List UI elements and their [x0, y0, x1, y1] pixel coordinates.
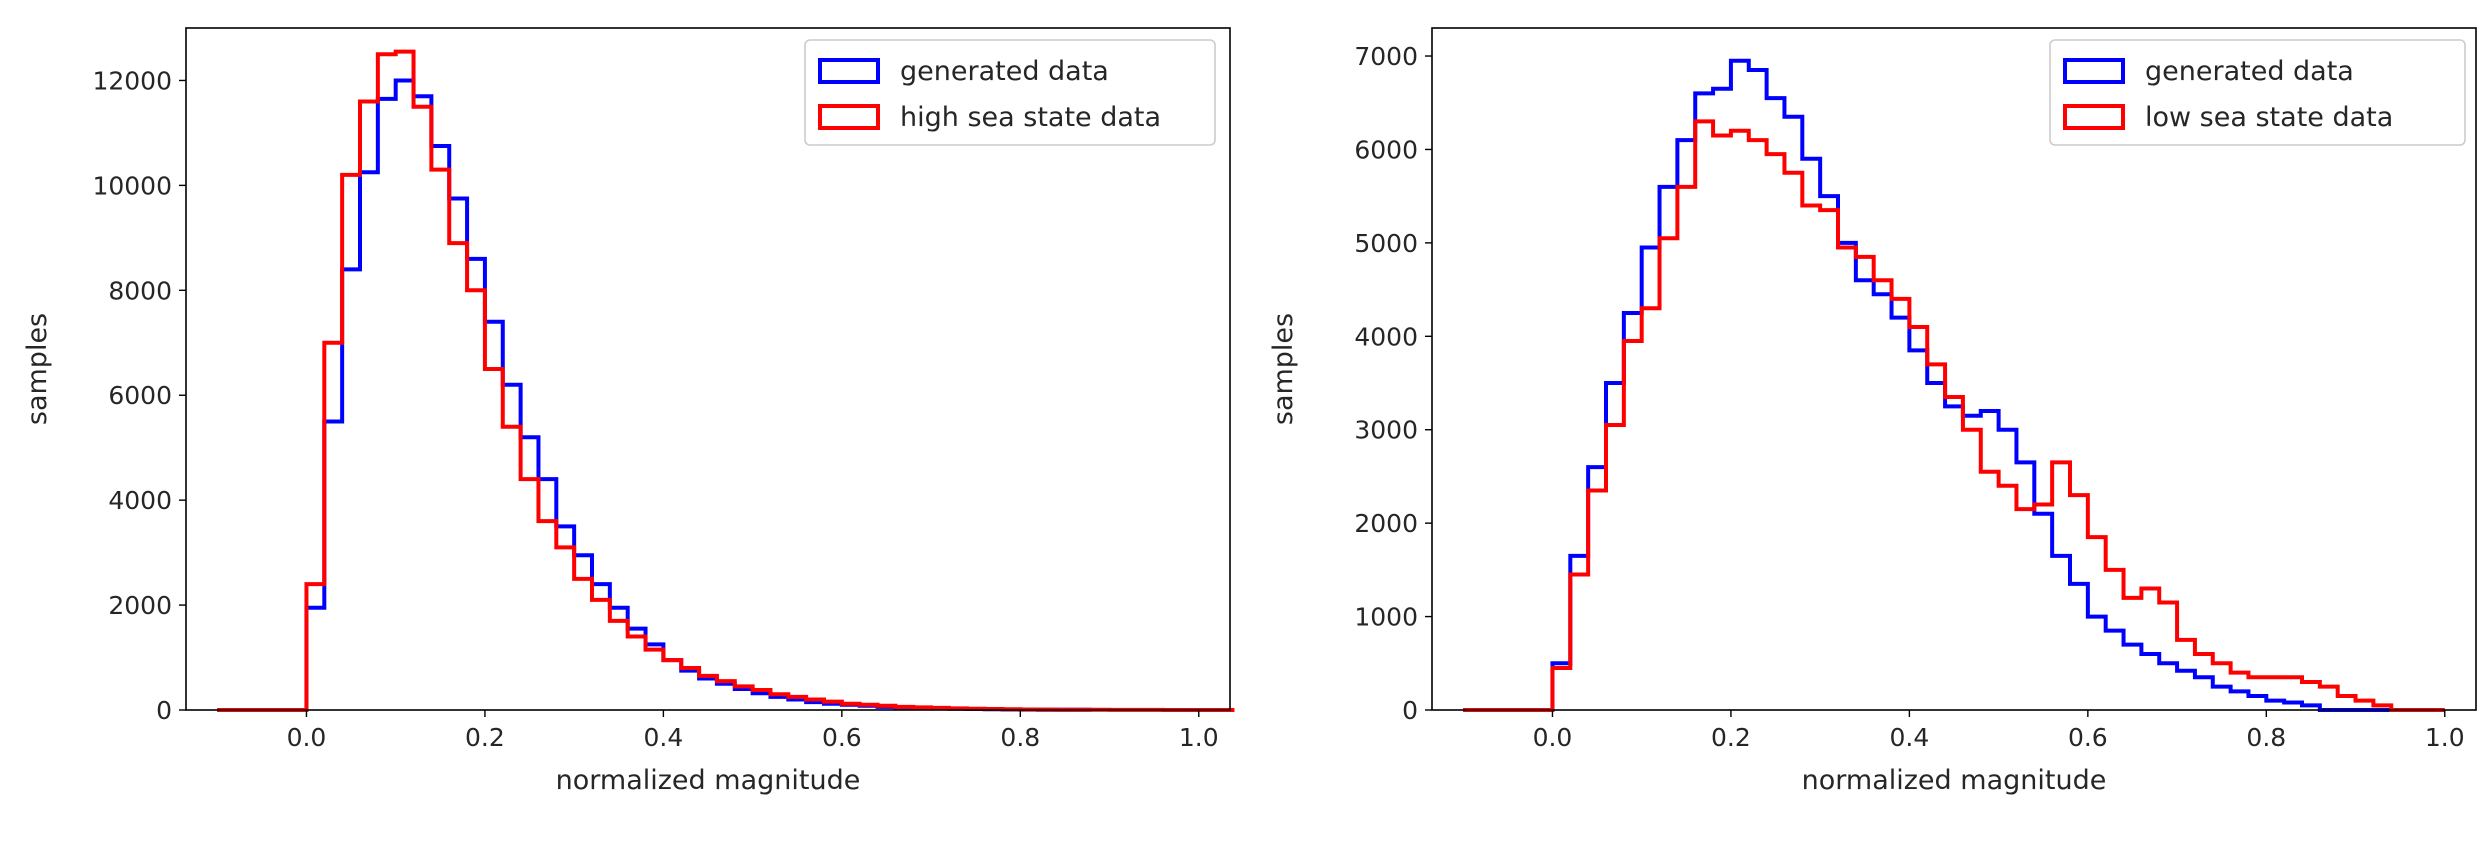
x-tick-label: 0.4	[1890, 723, 1930, 752]
y-tick-label: 0	[156, 696, 172, 725]
x-tick-label: 0.8	[2246, 723, 2286, 752]
y-tick-label: 3000	[1354, 416, 1418, 445]
legend-label-1: generated data	[900, 56, 1109, 87]
y-tick-label: 1000	[1354, 603, 1418, 632]
y-tick-label: 8000	[108, 276, 172, 305]
legend: generated data low sea state data	[2049, 39, 2466, 146]
legend-box	[2049, 39, 2466, 146]
x-axis-label: normalized magnitude	[1802, 765, 2107, 796]
y-tick-label: 5000	[1354, 229, 1418, 258]
series-line-2	[1463, 119, 2445, 712]
legend-swatch-2	[818, 104, 880, 130]
legend-swatch-1	[2063, 58, 2125, 84]
y-tick-label: 4000	[108, 486, 172, 515]
x-tick-label: 0.2	[465, 723, 505, 752]
legend: generated data high sea state data	[804, 39, 1216, 146]
y-tick-label: 0	[1402, 696, 1418, 725]
y-axis-label: samples	[1268, 313, 1299, 425]
chart-panel-2: 0.0 0.2 0.4 0.6 0.8 1.0 0 1000 2000 3000 4000 5000 6…	[1268, 27, 2477, 796]
x-tick-label: 0.0	[1533, 723, 1573, 752]
y-tick-label: 2000	[1354, 509, 1418, 538]
x-axis-label: normalized magnitude	[556, 765, 861, 796]
y-tick-label: 4000	[1354, 322, 1418, 351]
y-tick-label: 7000	[1354, 42, 1418, 71]
series-line-2	[217, 49, 1235, 712]
y-tick-label: 6000	[1354, 135, 1418, 164]
x-tick-label: 0.0	[287, 723, 327, 752]
x-tick-label: 0.2	[1711, 723, 1751, 752]
plot-frame	[1431, 27, 2477, 711]
x-tick-label: 0.6	[822, 723, 862, 752]
y-tick-label: 12000	[92, 66, 172, 95]
x-tick-label: 1.0	[2425, 723, 2465, 752]
legend-label-1: generated data	[2145, 56, 2354, 87]
chart-panel-1: 0.0 0.2 0.4 0.6 0.8 1.0 0 2000 4000 6000 8000 10000…	[22, 27, 1235, 796]
y-tick-label: 2000	[108, 591, 172, 620]
legend-swatch-2	[2063, 104, 2125, 130]
legend-label-2: low sea state data	[2145, 102, 2393, 133]
y-axis-label: samples	[22, 313, 53, 425]
x-tick-label: 0.6	[2068, 723, 2108, 752]
y-tick-label: 10000	[92, 171, 172, 200]
x-tick-label: 0.4	[644, 723, 684, 752]
legend-label-2: high sea state data	[900, 102, 1161, 133]
x-tick-label: 0.8	[1000, 723, 1040, 752]
legend-swatch-1	[818, 58, 880, 84]
legend-box	[804, 39, 1216, 146]
y-tick-label: 6000	[108, 381, 172, 410]
plot-frame	[185, 27, 1231, 711]
x-tick-label: 1.0	[1179, 723, 1219, 752]
